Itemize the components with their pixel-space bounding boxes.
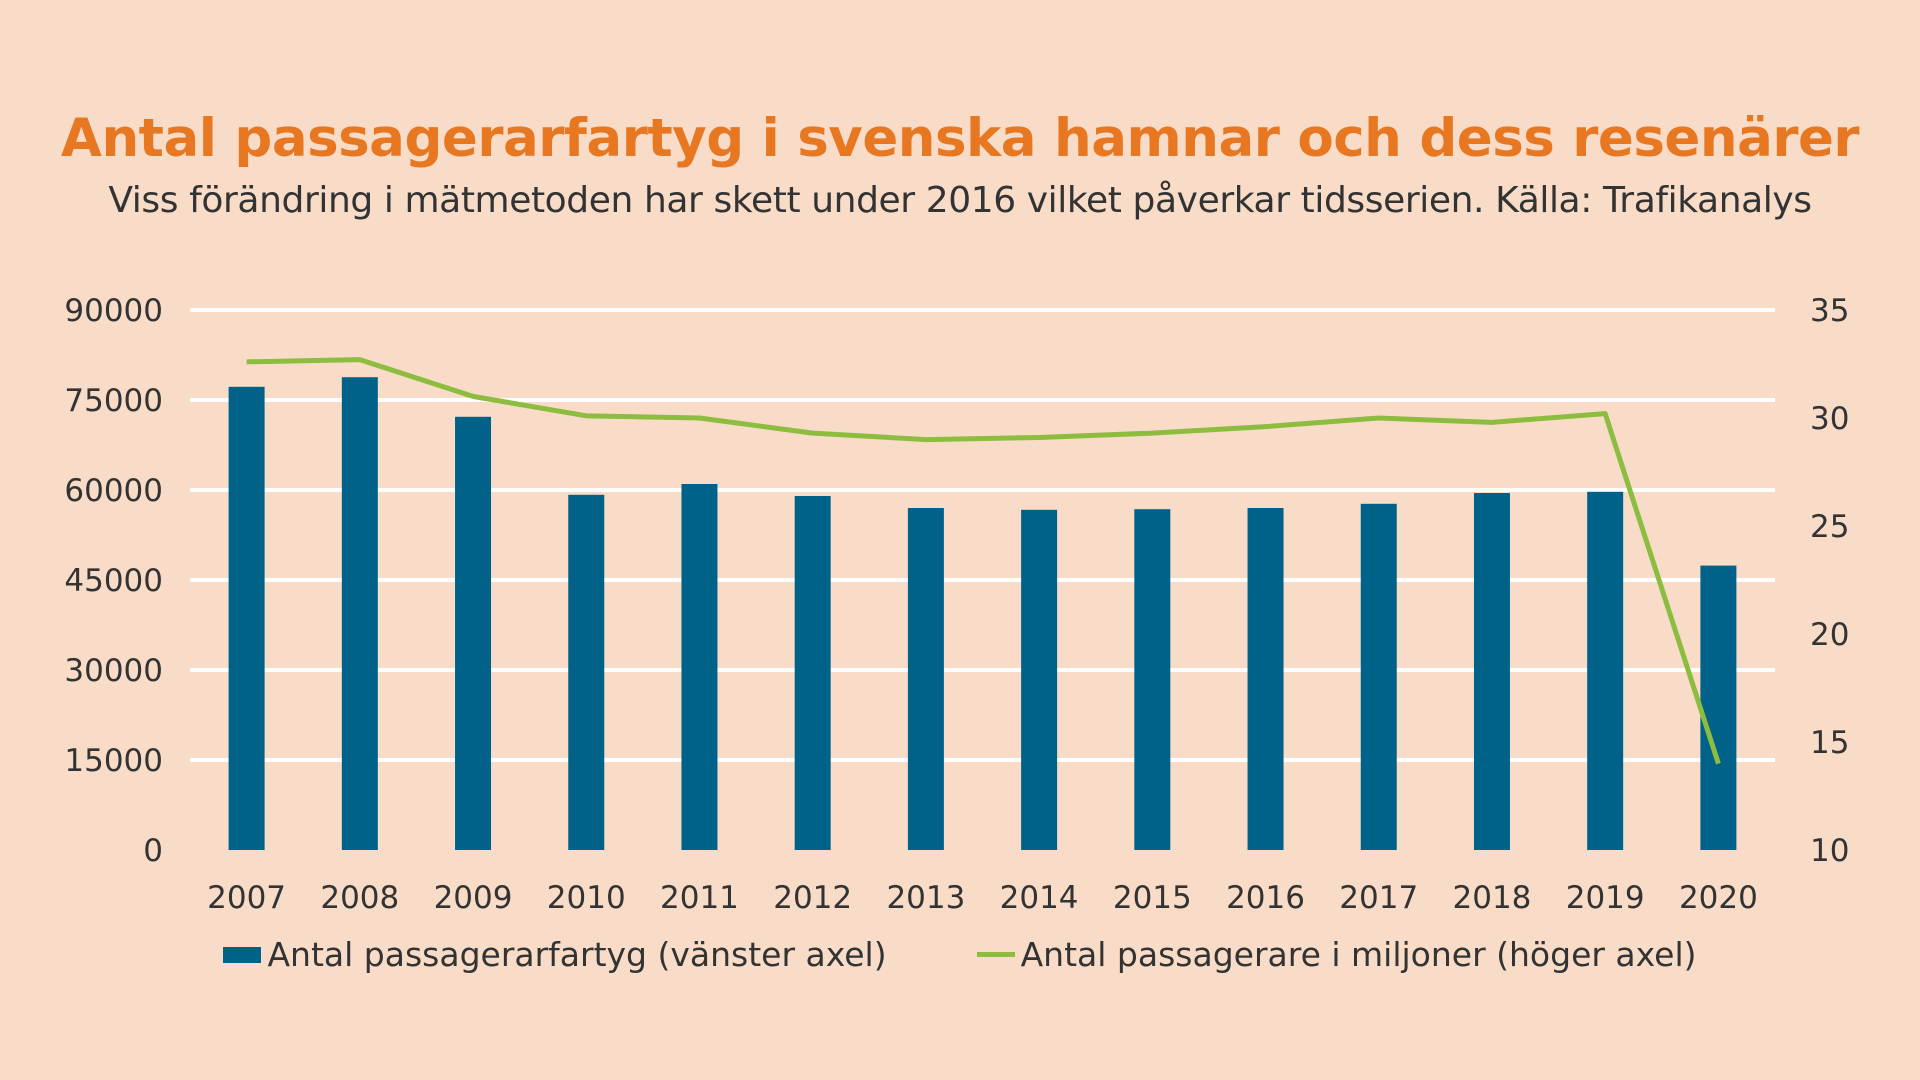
bar-2011 (681, 484, 718, 850)
bar-2016 (1247, 508, 1284, 850)
x-tick-label: 2009 (434, 880, 513, 916)
x-tick-label: 2020 (1679, 880, 1758, 916)
x-tick-label: 2018 (1453, 880, 1532, 916)
x-tick-label: 2015 (1113, 880, 1192, 916)
x-tick-label: 2007 (207, 880, 286, 916)
bar-2020 (1700, 565, 1737, 850)
x-tick-label: 2012 (773, 880, 852, 916)
x-tick-label: 2013 (886, 880, 965, 916)
passenger-line (246, 357, 1721, 765)
right-tick-label: 20 (1810, 617, 1849, 653)
left-tick-label: 75000 (64, 383, 163, 419)
bar-2015 (1134, 509, 1171, 850)
right-tick-label: 15 (1810, 725, 1849, 761)
left-tick-label: 15000 (64, 743, 163, 779)
legend-label-bars: Antal passagerarfartyg (vänster axel) (267, 935, 887, 974)
legend-item-line: Antal passagerare i miljoner (höger axel… (976, 935, 1697, 974)
chart-subtitle: Viss förändring i mätmetoden har skett u… (108, 180, 1812, 221)
x-tick-label: 2008 (320, 880, 399, 916)
left-tick-label: 30000 (64, 653, 163, 689)
x-tick-label: 2011 (660, 880, 739, 916)
x-tick-label: 2014 (1000, 880, 1079, 916)
bar-2012 (794, 496, 831, 850)
gridlines (190, 308, 1775, 762)
left-axis-ticks: 0 15000 30000 45000 60000 75000 90000 (64, 293, 163, 869)
right-tick-label: 10 (1810, 833, 1849, 869)
right-axis-ticks: 10 15 20 25 30 35 (1810, 293, 1849, 869)
x-axis-ticks: 2007 2008 2009 2010 2011 2012 2013 2014 2015 2016… (207, 880, 1758, 916)
left-tick-label: 60000 (64, 473, 163, 509)
right-tick-label: 30 (1810, 401, 1849, 437)
line-series (246, 357, 1721, 765)
chart-title: Antal passagerarfartyg i svenska hamnar … (60, 108, 1860, 169)
x-tick-label: 2016 (1226, 880, 1305, 916)
right-tick-label: 35 (1810, 293, 1849, 329)
left-tick-label: 90000 (64, 293, 163, 329)
bar-2010 (568, 494, 605, 850)
legend-swatch-line (976, 952, 1015, 957)
bar-2017 (1360, 503, 1397, 850)
right-tick-label: 25 (1810, 509, 1849, 545)
legend-item-bars: Antal passagerarfartyg (vänster axel) (223, 935, 887, 974)
legend-swatch-bars (223, 946, 262, 963)
bar-2018 (1473, 493, 1510, 850)
left-tick-label: 0 (143, 833, 163, 869)
legend-label-line: Antal passagerare i miljoner (höger axel… (1020, 935, 1697, 974)
x-tick-label: 2019 (1566, 880, 1645, 916)
x-tick-label: 2010 (547, 880, 626, 916)
bar-2009 (455, 416, 492, 850)
left-tick-label: 45000 (64, 563, 163, 599)
bar-2013 (907, 508, 944, 850)
bar-series (228, 377, 1737, 850)
legend: Antal passagerarfartyg (vänster axel) An… (0, 935, 1920, 974)
bar-2019 (1587, 491, 1624, 850)
bar-2014 (1021, 509, 1058, 850)
bar-2008 (341, 377, 378, 850)
x-tick-label: 2017 (1339, 880, 1418, 916)
bar-2007 (228, 386, 265, 850)
